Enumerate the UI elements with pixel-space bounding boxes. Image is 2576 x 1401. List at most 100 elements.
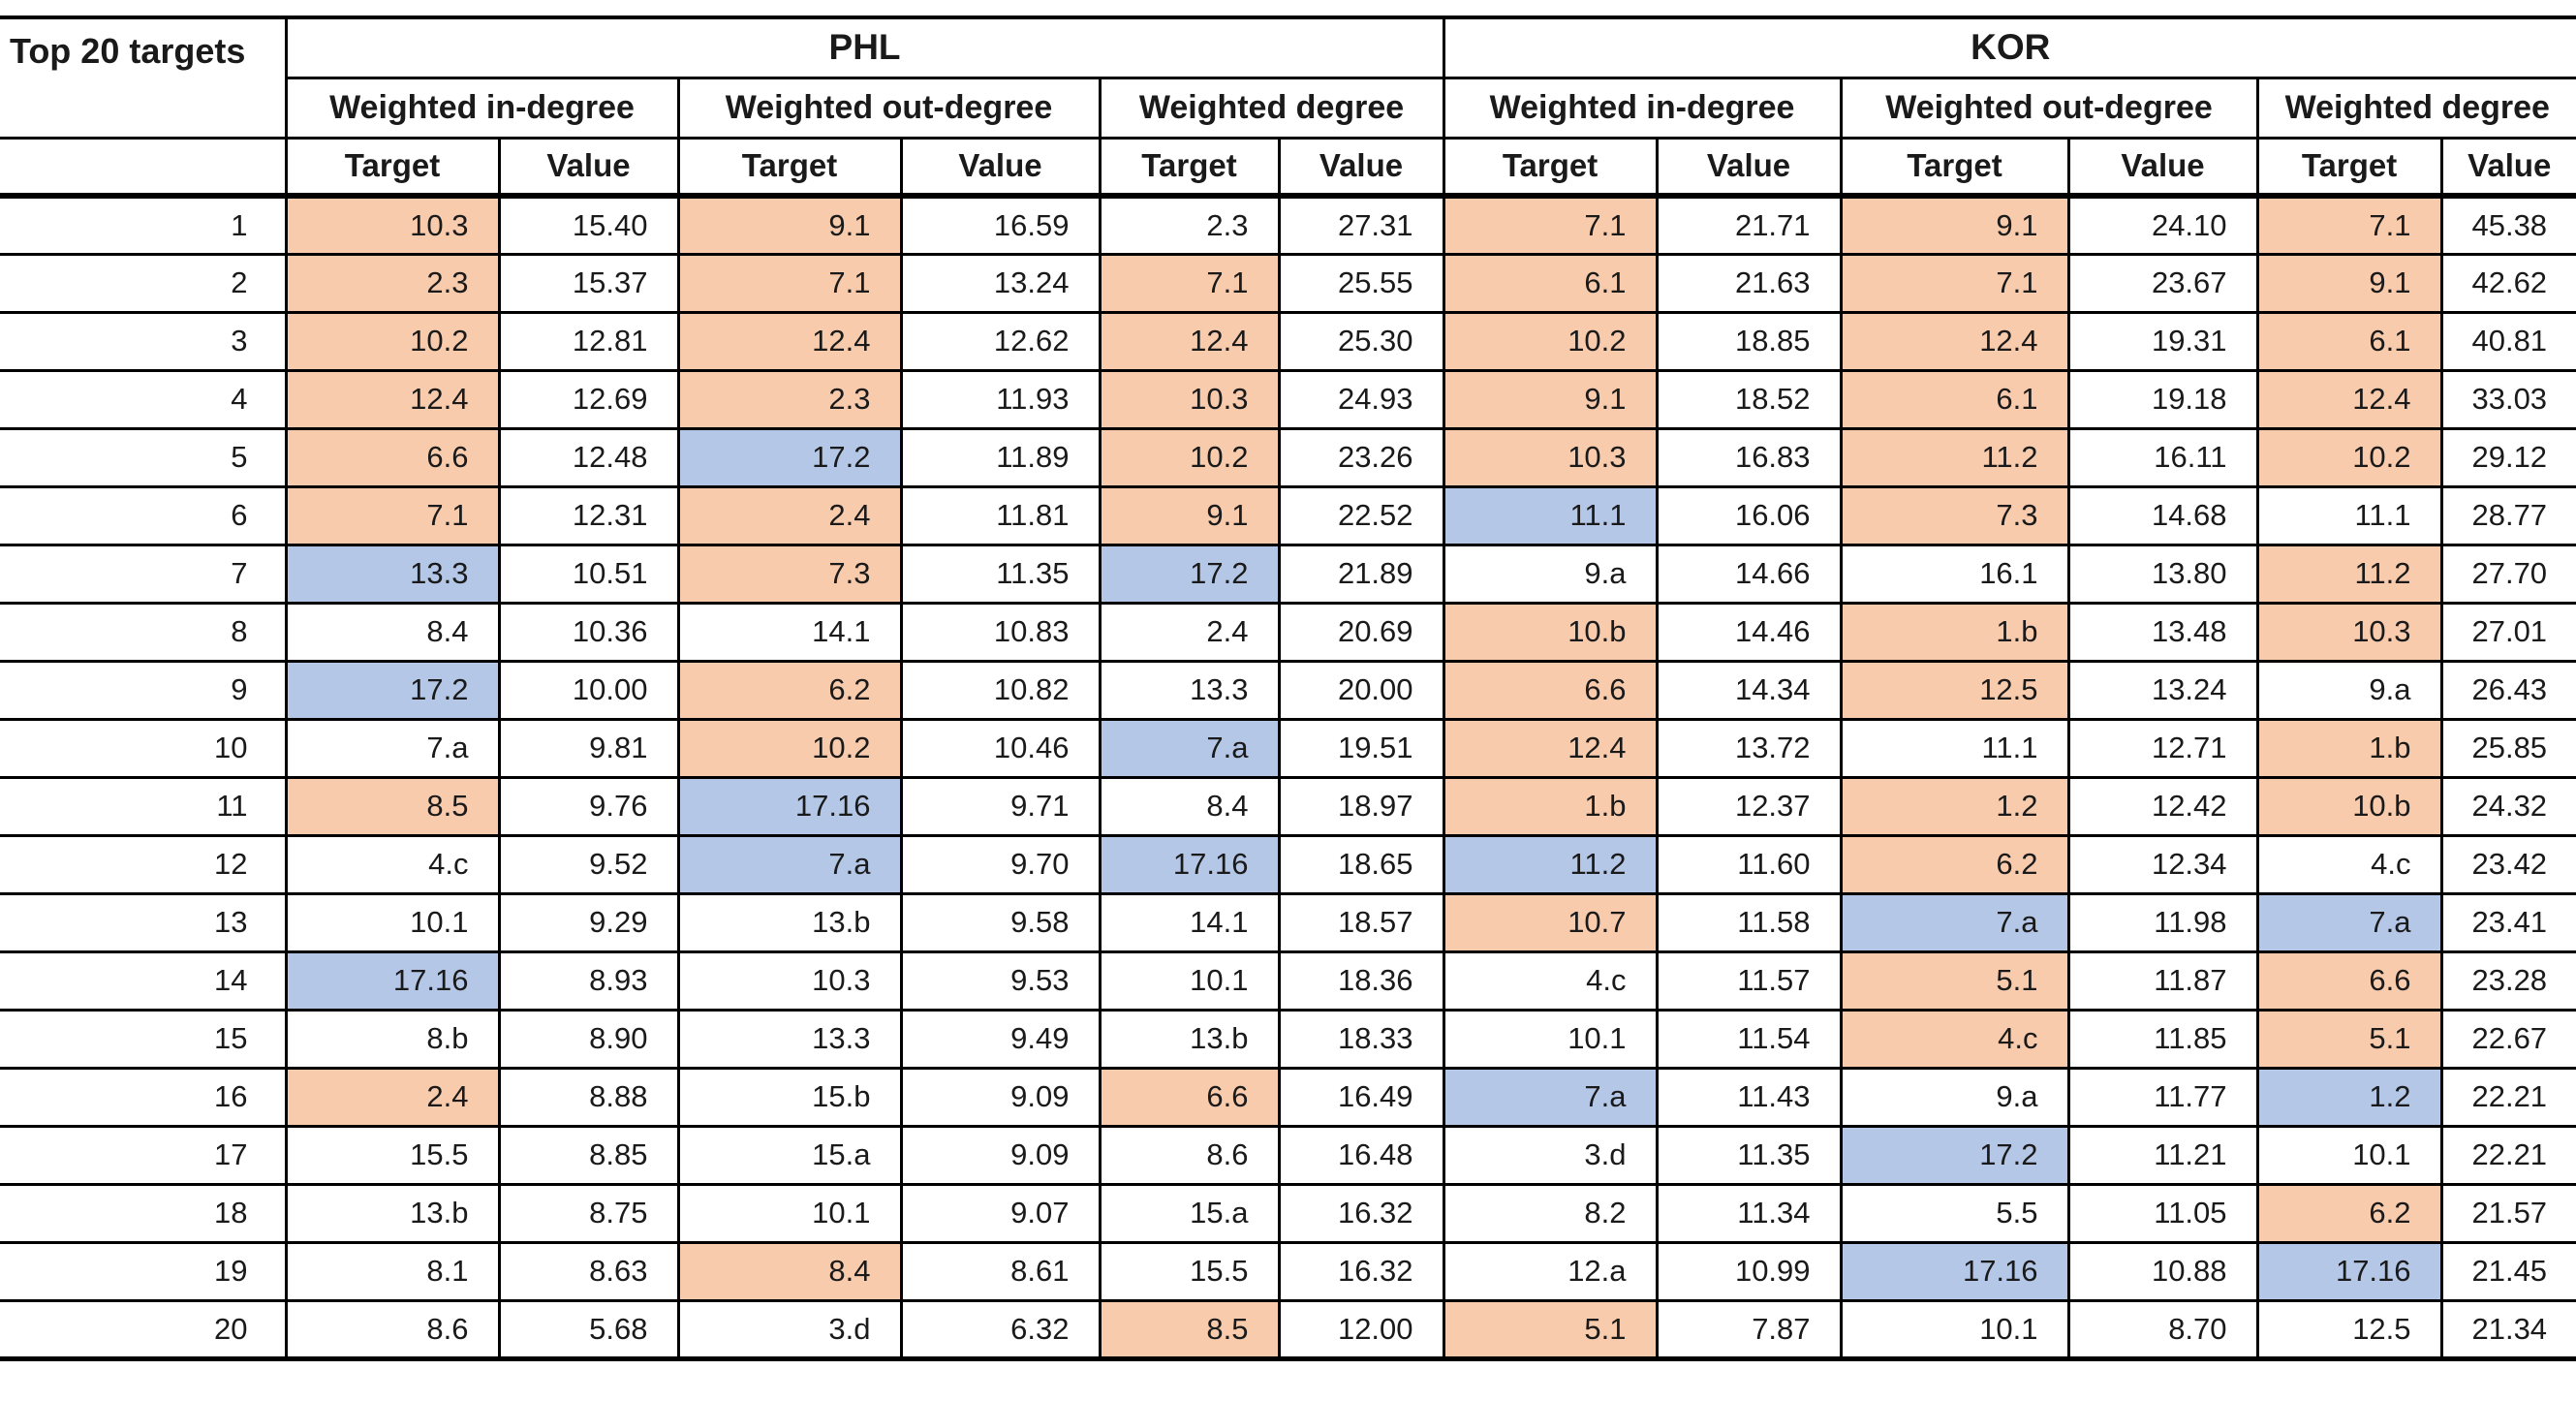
target-cell: 7.3 xyxy=(676,543,903,605)
target-cell: 2.3 xyxy=(1098,194,1281,256)
table-row: 1 10.3 15.40 9.1 16.59 2.3 27.31 7.1 21.71 9.1 24.… xyxy=(0,194,2576,256)
rank-cell: 5 xyxy=(0,426,288,488)
target-cell: 12.4 xyxy=(1839,310,2070,372)
value-column-header: Value xyxy=(899,136,1102,199)
rank-cell: 18 xyxy=(0,1182,288,1244)
target-cell: 15.a xyxy=(1098,1182,1281,1244)
value-cell: 16.06 xyxy=(1655,484,1843,546)
value-cell: 9.09 xyxy=(899,1066,1102,1128)
table-row: 12 4.c 9.52 7.a 9.70 17.16 18.65 11.2 11.60 6.2 12… xyxy=(0,833,2576,895)
table-row: 13 10.1 9.29 13.b 9.58 14.1 18.57 10.7 11.58 7.a 1… xyxy=(0,891,2576,953)
value-cell: 28.77 xyxy=(2439,484,2576,546)
value-cell: 8.93 xyxy=(497,950,680,1012)
target-cell: 9.1 xyxy=(1442,368,1659,430)
value-column-header: Value xyxy=(1655,136,1843,199)
value-cell: 19.31 xyxy=(2066,310,2259,372)
value-cell: 11.93 xyxy=(899,368,1102,430)
rank-cell: 16 xyxy=(0,1066,288,1128)
value-cell: 10.46 xyxy=(899,717,1102,779)
value-cell: 9.81 xyxy=(497,717,680,779)
value-cell: 16.11 xyxy=(2066,426,2259,488)
target-cell: 12.4 xyxy=(284,368,501,430)
target-cell: 5.1 xyxy=(1442,1298,1659,1361)
table-row: 15 8.b 8.90 13.3 9.49 13.b 18.33 10.1 11.54 4.c 11… xyxy=(0,1008,2576,1070)
target-cell: 9.a xyxy=(1442,543,1659,605)
corner-empty-cell xyxy=(0,136,288,199)
value-cell: 9.29 xyxy=(497,891,680,953)
value-cell: 8.63 xyxy=(497,1240,680,1302)
value-cell: 25.55 xyxy=(1277,252,1445,314)
target-cell: 12.4 xyxy=(2255,368,2443,430)
target-column-header: Target xyxy=(1098,136,1281,199)
rank-cell: 20 xyxy=(0,1298,288,1361)
target-column-header: Target xyxy=(284,136,501,199)
value-cell: 40.81 xyxy=(2439,310,2576,372)
subheader-kor-degree: Weighted degree xyxy=(2255,76,2576,140)
value-cell: 12.48 xyxy=(497,426,680,488)
value-cell: 11.98 xyxy=(2066,891,2259,953)
target-cell: 15.5 xyxy=(284,1124,501,1186)
value-cell: 13.24 xyxy=(899,252,1102,314)
rank-cell: 9 xyxy=(0,659,288,721)
target-cell: 10.3 xyxy=(284,194,501,256)
value-cell: 22.21 xyxy=(2439,1124,2576,1186)
value-cell: 10.83 xyxy=(899,601,1102,663)
target-column-header: Target xyxy=(1839,136,2070,199)
target-cell: 6.1 xyxy=(1442,252,1659,314)
target-column-header: Target xyxy=(676,136,903,199)
value-cell: 10.99 xyxy=(1655,1240,1843,1302)
value-cell: 16.32 xyxy=(1277,1240,1445,1302)
rank-cell: 17 xyxy=(0,1124,288,1186)
target-cell: 10.7 xyxy=(1442,891,1659,953)
target-cell: 1.b xyxy=(1839,601,2070,663)
value-cell: 8.61 xyxy=(899,1240,1102,1302)
value-cell: 8.75 xyxy=(497,1182,680,1244)
value-cell: 22.21 xyxy=(2439,1066,2576,1128)
value-cell: 11.60 xyxy=(1655,833,1843,895)
target-cell: 11.1 xyxy=(1442,484,1659,546)
value-cell: 9.71 xyxy=(899,775,1102,837)
target-cell: 6.2 xyxy=(1839,833,2070,895)
target-cell: 10.2 xyxy=(1442,310,1659,372)
value-cell: 24.93 xyxy=(1277,368,1445,430)
target-cell: 7.a xyxy=(1442,1066,1659,1128)
target-cell: 1.b xyxy=(2255,717,2443,779)
target-cell: 5.1 xyxy=(1839,950,2070,1012)
target-cell: 7.1 xyxy=(284,484,501,546)
table-row: 18 13.b 8.75 10.1 9.07 15.a 16.32 8.2 11.34 5.5 11… xyxy=(0,1182,2576,1244)
value-cell: 24.32 xyxy=(2439,775,2576,837)
target-cell: 10.2 xyxy=(284,310,501,372)
target-cell: 17.2 xyxy=(1098,543,1281,605)
table-row: 2 2.3 15.37 7.1 13.24 7.1 25.55 6.1 21.63 7.1 23.6… xyxy=(0,252,2576,314)
target-cell: 10.1 xyxy=(1442,1008,1659,1070)
value-cell: 5.68 xyxy=(497,1298,680,1361)
table-body: 1 10.3 15.40 9.1 16.59 2.3 27.31 7.1 21.71 9.1 24.… xyxy=(0,194,2576,1361)
target-cell: 2.4 xyxy=(284,1066,501,1128)
rank-cell: 6 xyxy=(0,484,288,546)
value-cell: 19.51 xyxy=(1277,717,1445,779)
group-header-row: Top 20 targets PHL KOR xyxy=(0,16,2576,140)
rank-cell: 13 xyxy=(0,891,288,953)
target-cell: 10.b xyxy=(2255,775,2443,837)
target-cell: 12.4 xyxy=(1098,310,1281,372)
target-cell: 4.c xyxy=(1442,950,1659,1012)
target-cell: 8.5 xyxy=(284,775,501,837)
target-cell: 15.5 xyxy=(1098,1240,1281,1302)
subheader-kor-in-degree: Weighted in-degree xyxy=(1442,76,1843,140)
value-cell: 8.85 xyxy=(497,1124,680,1186)
value-cell: 9.70 xyxy=(899,833,1102,895)
value-cell: 16.49 xyxy=(1277,1066,1445,1128)
target-cell: 10.3 xyxy=(2255,601,2443,663)
table-row: 9 17.2 10.00 6.2 10.82 13.3 20.00 6.6 14.34 12.5 1… xyxy=(0,659,2576,721)
rank-cell: 14 xyxy=(0,950,288,1012)
target-cell: 8.6 xyxy=(1098,1124,1281,1186)
subheader-phl-in-degree: Weighted in-degree xyxy=(284,76,680,140)
value-cell: 12.42 xyxy=(2066,775,2259,837)
value-cell: 12.81 xyxy=(497,310,680,372)
subheader-kor-out-degree: Weighted out-degree xyxy=(1839,76,2259,140)
rank-cell: 2 xyxy=(0,252,288,314)
target-cell: 10.3 xyxy=(676,950,903,1012)
value-cell: 27.70 xyxy=(2439,543,2576,605)
value-cell: 18.57 xyxy=(1277,891,1445,953)
target-cell: 2.3 xyxy=(284,252,501,314)
